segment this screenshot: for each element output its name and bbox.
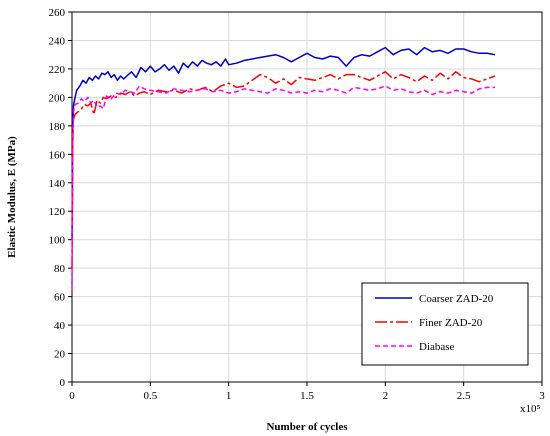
legend-entry-label: Coarser ZAD-20	[419, 293, 494, 305]
y-tick-label: 140	[49, 178, 66, 190]
y-tick-label: 260	[49, 7, 66, 19]
y-tick-label: 160	[49, 149, 66, 161]
x-tick-label: 1.5	[300, 390, 314, 402]
x-axis-multiplier: x10⁵	[520, 403, 541, 415]
x-tick-label: 0	[69, 390, 75, 402]
y-tick-label: 20	[54, 349, 66, 361]
legend-box	[361, 282, 529, 366]
legend: Coarser ZAD-20 Finer ZAD-20 Diabase	[361, 282, 529, 366]
series-line-1	[71, 46, 496, 240]
y-tick-label: 100	[49, 235, 66, 247]
y-tick-label: 60	[54, 292, 66, 304]
y-tick-label: 120	[49, 206, 66, 218]
y-tick-label: 220	[49, 64, 66, 76]
x-axis-label: Number of cycles	[266, 421, 348, 433]
legend-entry-label: Diabase	[419, 341, 455, 353]
series-line-2	[71, 71, 496, 269]
y-tick-label: 40	[54, 320, 66, 332]
series-line-3	[71, 85, 495, 290]
series-lines	[71, 46, 496, 290]
x-tick-label: 1	[226, 390, 232, 402]
x-tick-label: 2.5	[457, 390, 471, 402]
grid-lines	[72, 12, 542, 382]
y-tick-label: 0	[60, 377, 66, 389]
y-tick-label: 200	[49, 92, 66, 104]
x-tick-label: 2	[383, 390, 389, 402]
y-tick-label: 80	[54, 263, 66, 275]
x-tick-label: 3	[539, 390, 545, 402]
y-axis-label: Elastic Modulus, E (MPa)	[6, 136, 18, 258]
y-tick-label: 240	[49, 35, 66, 47]
legend-entry-label: Finer ZAD-20	[419, 317, 483, 329]
axis-ticks: 0 20 40 60 80 100 120 140 160 180 200 220 240 260 0 0.5…	[49, 7, 546, 402]
x-tick-label: 0.5	[143, 390, 157, 402]
y-tick-label: 180	[49, 121, 66, 133]
